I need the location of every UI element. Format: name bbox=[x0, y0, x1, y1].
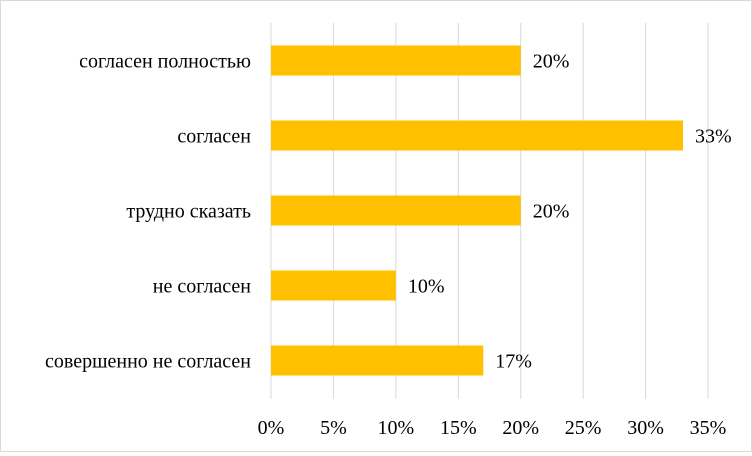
bar bbox=[271, 345, 484, 376]
x-tick-label: 35% bbox=[690, 417, 727, 439]
category-label: согласен полностью bbox=[79, 51, 251, 73]
bar bbox=[271, 45, 521, 76]
data-label: 10% bbox=[408, 276, 445, 298]
data-label: 17% bbox=[495, 351, 532, 373]
data-label: 20% bbox=[533, 201, 570, 223]
x-tick-label: 30% bbox=[627, 417, 664, 439]
data-label: 20% bbox=[533, 51, 570, 73]
bar bbox=[271, 270, 396, 301]
x-tick-label: 10% bbox=[378, 417, 415, 439]
x-tick-label: 25% bbox=[565, 417, 602, 439]
x-tick-label: 15% bbox=[440, 417, 477, 439]
bar bbox=[271, 120, 684, 151]
category-label: согласен bbox=[177, 126, 251, 148]
data-label: 33% bbox=[695, 126, 732, 148]
x-tick-label: 0% bbox=[258, 417, 285, 439]
category-label: не согласен bbox=[153, 276, 252, 298]
x-tick-label: 20% bbox=[502, 417, 539, 439]
category-label: трудно сказать bbox=[126, 201, 251, 223]
x-tick-label: 5% bbox=[320, 417, 347, 439]
category-label: совершенно не согласен bbox=[45, 351, 251, 373]
bar bbox=[271, 195, 521, 226]
